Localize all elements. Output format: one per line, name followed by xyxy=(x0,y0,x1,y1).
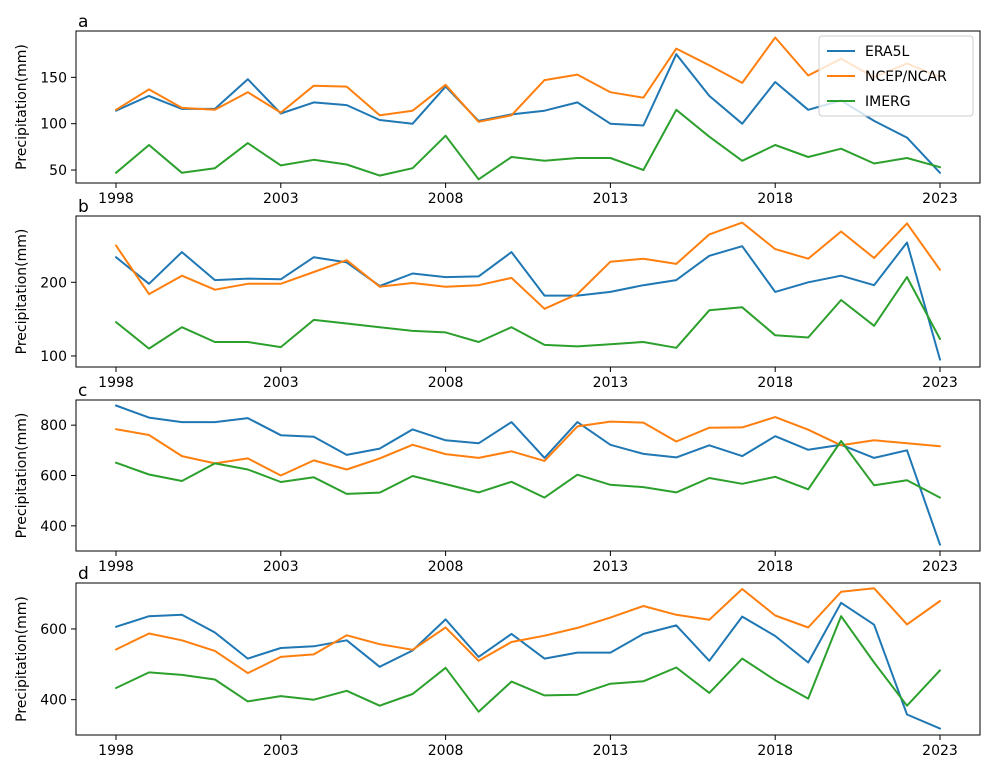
panel-b: 1998 2003 2008 2013 2018 2023 100 200 Precipitat… xyxy=(14,197,981,391)
series-line-ncep-ncar xyxy=(115,416,941,477)
series-line-imerg xyxy=(115,276,941,350)
x-tick-label: 2018 xyxy=(757,191,793,207)
panel-letter: c xyxy=(78,381,87,401)
x-tick-label: 1998 xyxy=(98,559,134,575)
x-tick-label: 2023 xyxy=(922,743,958,759)
y-axis-label: Precipitation(mm) xyxy=(14,596,30,722)
x-tick-label: 2008 xyxy=(428,559,464,575)
panel-letter: d xyxy=(78,564,89,584)
panel-a: 1998 2003 2008 2013 2018 2023 50 100 150 Precipit… xyxy=(14,12,981,207)
x-tick-label: 2013 xyxy=(593,559,629,575)
x-tick-label: 2003 xyxy=(263,375,299,391)
y-tick-label: 400 xyxy=(40,693,67,709)
series-line-era5l xyxy=(115,404,941,546)
y-tick-label: 200 xyxy=(40,275,67,291)
y-tick-label: 150 xyxy=(40,70,67,86)
x-tick-label: 2008 xyxy=(428,375,464,391)
series-line-era5l xyxy=(115,241,941,361)
x-tick-label: 2003 xyxy=(263,743,299,759)
x-tick-label: 1998 xyxy=(98,743,134,759)
series-line-ncep-ncar xyxy=(115,587,941,675)
panel-letter: a xyxy=(78,12,88,32)
x-tick-label: 2003 xyxy=(263,191,299,207)
x-tick-label: 2023 xyxy=(922,559,958,575)
series-line-era5l xyxy=(115,53,941,174)
legend-box xyxy=(818,35,974,117)
x-tick-label: 2018 xyxy=(757,559,793,575)
x-tick-label: 2018 xyxy=(757,375,793,391)
axes-frame xyxy=(75,582,981,736)
axes-frame xyxy=(75,215,981,368)
x-tick-label: 2013 xyxy=(593,743,629,759)
y-tick-label: 400 xyxy=(40,519,67,535)
x-tick-label: 2018 xyxy=(757,743,793,759)
y-axis-label: Precipitation(mm) xyxy=(14,229,30,355)
y-axis-label: Precipitation(mm) xyxy=(14,413,30,539)
panel-letter: b xyxy=(78,197,89,217)
series-line-imerg xyxy=(115,108,941,181)
y-tick-label: 800 xyxy=(40,418,67,434)
series-line-imerg xyxy=(115,615,941,713)
x-tick-label: 2008 xyxy=(428,743,464,759)
x-tick-label: 2003 xyxy=(263,559,299,575)
panel-c: 1998 2003 2008 2013 2018 2023 400 600 800 Precipi… xyxy=(14,381,981,575)
legend-entry: NCEP/NCAR xyxy=(865,69,947,85)
x-tick-label: 2013 xyxy=(593,191,629,207)
x-tick-label: 2023 xyxy=(922,191,958,207)
axes-frame xyxy=(75,30,981,184)
x-tick-label: 2008 xyxy=(428,191,464,207)
y-tick-label: 600 xyxy=(40,469,67,485)
legend-entry: ERA5L xyxy=(865,44,909,60)
series-line-ncep-ncar xyxy=(115,36,941,123)
y-tick-label: 50 xyxy=(49,163,67,179)
legend-entry: IMERG xyxy=(865,94,911,110)
panel-d: 1998 2003 2008 2013 2018 2023 400 600 Precipitat… xyxy=(14,564,981,759)
y-axis-label: Precipitation(mm) xyxy=(14,44,30,170)
x-tick-label: 2013 xyxy=(593,375,629,391)
y-tick-label: 100 xyxy=(40,117,67,133)
x-tick-label: 1998 xyxy=(98,191,134,207)
x-tick-label: 1998 xyxy=(98,375,134,391)
x-tick-label: 2023 xyxy=(922,375,958,391)
series-line-imerg xyxy=(115,440,941,499)
legend: ERA5L NCEP/NCAR IMERG xyxy=(818,35,974,117)
y-tick-label: 600 xyxy=(40,622,67,638)
y-tick-label: 100 xyxy=(40,349,67,365)
series-line-era5l xyxy=(115,601,941,730)
series-line-ncep-ncar xyxy=(115,221,941,310)
